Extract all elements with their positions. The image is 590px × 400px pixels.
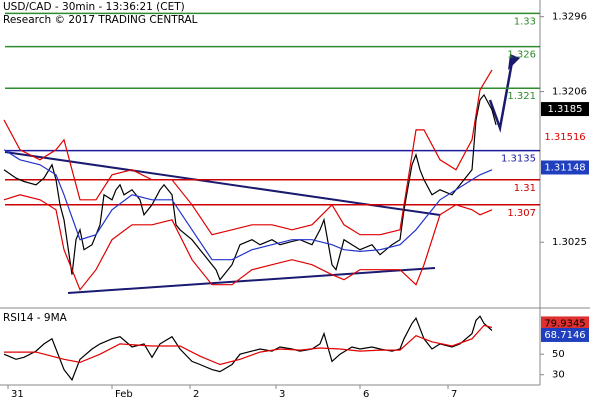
- series-line: [3, 69, 493, 236]
- price-marker: [541, 102, 589, 117]
- header-subtitle: Research © 2017 TRADING CENTRAL: [3, 14, 198, 26]
- x-tick-label: 31: [11, 389, 24, 400]
- forecast-arrow: [488, 61, 514, 133]
- price-marker: [541, 327, 589, 342]
- trendline: [67, 267, 436, 294]
- price-marker-label: 68.7146: [544, 330, 585, 341]
- y-tick-label: 30: [552, 370, 565, 381]
- x-tick-label: 7: [451, 389, 457, 400]
- price-marker: [541, 160, 589, 175]
- level-label: 1.31: [514, 183, 536, 194]
- price-marker-label: 79.9345: [544, 318, 585, 329]
- arrow-head: [508, 54, 520, 70]
- series-line: [3, 194, 493, 291]
- panel-title: RSI14 - 9MA: [3, 312, 68, 324]
- header-title: USD/CAD - 30min - 13:36:21 (CET): [3, 1, 185, 13]
- series-line: [4, 324, 493, 366]
- y-tick-label: 1.3296: [552, 12, 587, 23]
- level-label: 1.33: [514, 16, 536, 27]
- level-label: 1.3135: [501, 154, 536, 165]
- series-line: [3, 149, 493, 261]
- price-marker-label: 1.31148: [544, 162, 585, 173]
- price-marker: [541, 129, 589, 144]
- x-tick-label: 3: [279, 389, 285, 400]
- x-tick-label: Feb: [115, 389, 133, 400]
- level-label: 1.321: [507, 91, 536, 102]
- x-tick-label: 2: [193, 389, 199, 400]
- price-marker-label: 1.3185: [548, 104, 583, 115]
- x-tick-label: 6: [363, 389, 369, 400]
- level-label: 1.326: [507, 50, 536, 61]
- series-line: [3, 93, 497, 281]
- y-tick-label: 50: [552, 349, 565, 360]
- series-line: [3, 315, 493, 382]
- level-label: 1.307: [507, 208, 536, 219]
- y-tick-label: 1.3025: [552, 237, 587, 248]
- price-marker: [541, 316, 589, 331]
- price-marker-label: 1.31516: [544, 132, 585, 143]
- y-tick-label: 1.3206: [552, 87, 587, 98]
